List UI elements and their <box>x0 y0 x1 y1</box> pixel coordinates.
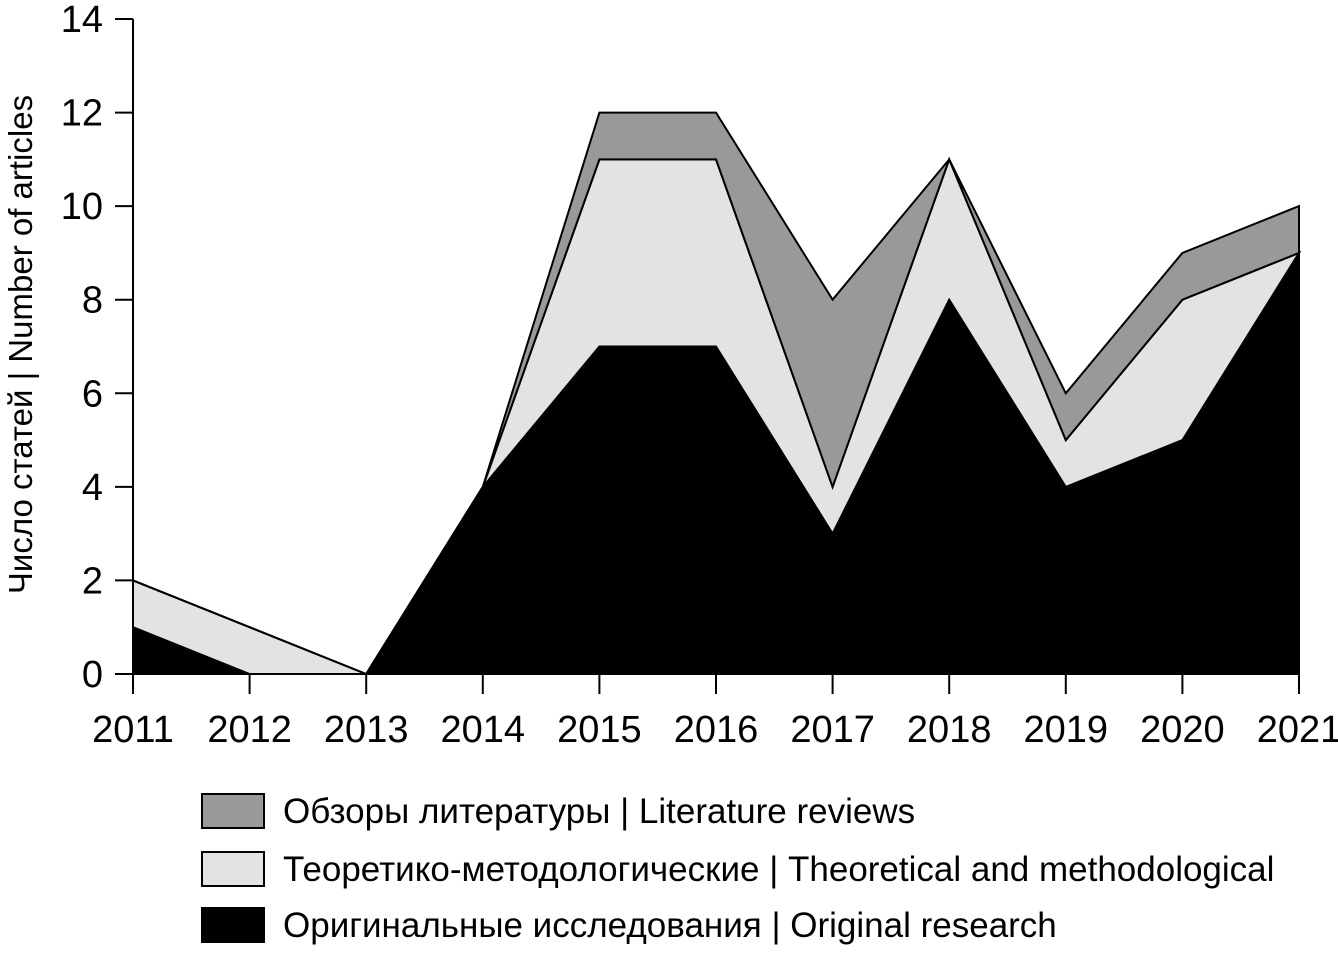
x-tick-label: 2011 <box>92 709 174 751</box>
legend-swatch-2 <box>201 793 265 829</box>
y-tick-label: 0 <box>82 654 103 696</box>
x-tick-label: 2016 <box>674 709 759 751</box>
x-tick-label: 2020 <box>1140 709 1225 751</box>
y-tick-label: 8 <box>82 280 103 322</box>
y-tick-label: 14 <box>61 0 103 41</box>
area-series-2 <box>132 111 1300 676</box>
x-tick-label: 2019 <box>1024 709 1109 751</box>
x-tick-label: 2015 <box>557 709 642 751</box>
x-tick-label: 2014 <box>441 709 526 751</box>
x-tick-label: 2017 <box>790 709 875 751</box>
x-tick-label: 2013 <box>324 709 409 751</box>
legend: Обзоры литературы | Literature reviews Те… <box>201 792 1274 945</box>
area-series-group <box>132 111 1302 676</box>
y-tick-label: 4 <box>82 467 103 509</box>
x-tick-label: 2018 <box>907 709 992 751</box>
x-tick-label: 2012 <box>207 709 292 751</box>
axes-group: 0 2 4 6 8 10 12 14 2011 2012 2013 2014 2015 2016 2017… <box>2 0 1338 751</box>
legend-label-2: Обзоры литературы | Literature reviews <box>283 792 915 831</box>
x-tick-label: 2021 <box>1257 709 1338 751</box>
legend-label-0: Оригинальные исследования | Original res… <box>283 906 1057 945</box>
y-tick-label: 10 <box>61 186 103 228</box>
y-tick-label: 12 <box>61 93 103 135</box>
legend-label-1: Теоретико-методологические | Theoretical… <box>283 850 1274 889</box>
y-tick-label: 6 <box>82 373 103 415</box>
x-axis-ticks: 2011 2012 2013 2014 2015 2016 2017 2018 2019 2020… <box>92 674 1338 751</box>
y-axis-ticks: 0 2 4 6 8 10 12 14 <box>61 0 133 696</box>
y-tick-label: 2 <box>82 560 103 602</box>
y-axis-title: Число статей | Number of articles <box>2 95 39 594</box>
legend-swatch-0 <box>201 907 265 943</box>
legend-swatch-1 <box>201 851 265 887</box>
